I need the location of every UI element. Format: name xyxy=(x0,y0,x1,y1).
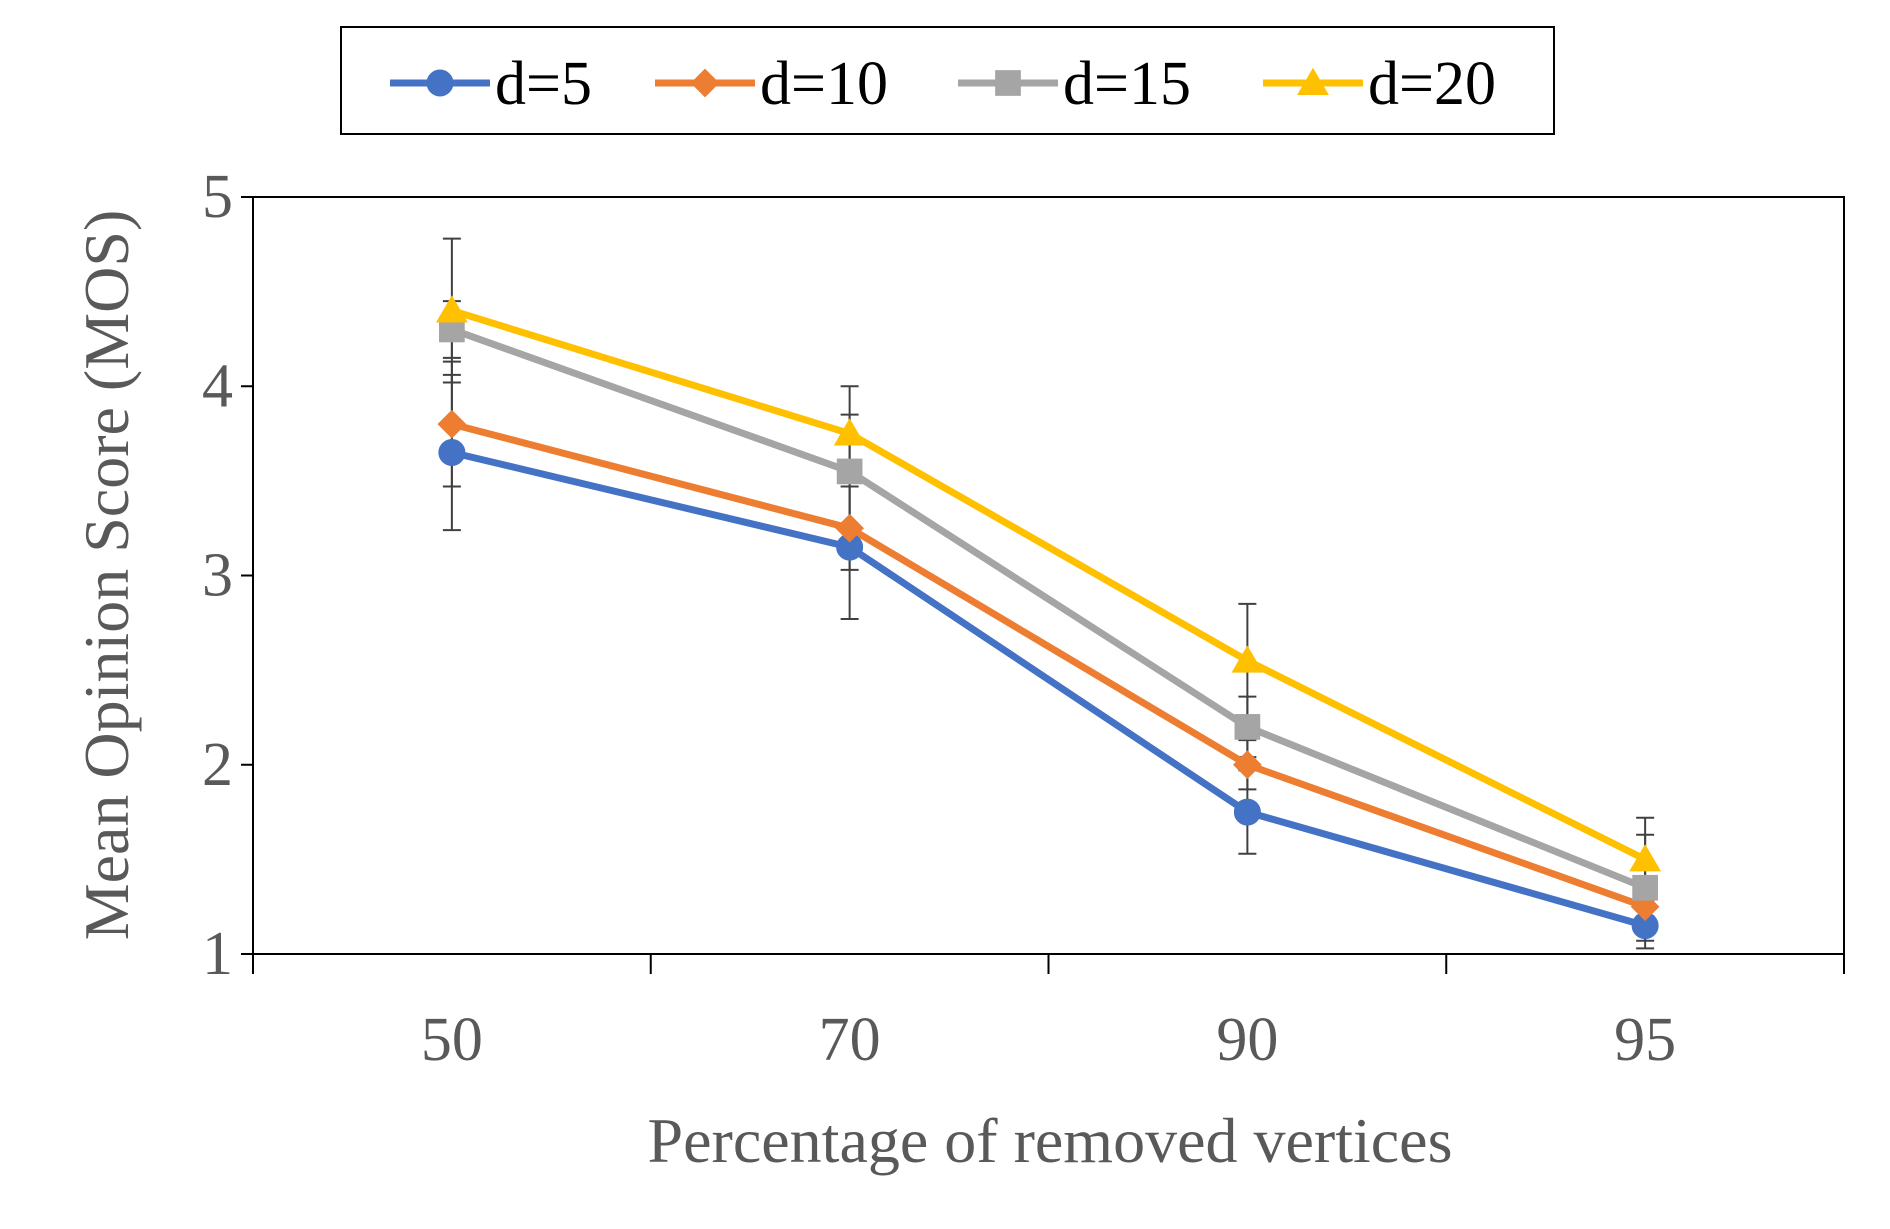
data-point xyxy=(835,513,864,543)
y-tick-label: 2 xyxy=(202,731,233,799)
series-line-d=15 xyxy=(450,326,1647,892)
data-point xyxy=(1234,714,1261,740)
data-point xyxy=(836,458,863,485)
legend-swatch-marker xyxy=(1297,67,1329,95)
x-axis-ticks: 50 70 90 95 xyxy=(252,954,1845,1074)
y-tick-label: 1 xyxy=(202,920,233,988)
series-line-d=5 xyxy=(451,449,1647,929)
y-tick-label: 5 xyxy=(202,163,233,231)
legend-swatch-marker xyxy=(426,69,454,97)
data-point xyxy=(437,409,467,439)
legend-label: d=20 xyxy=(1368,50,1496,118)
x-axis-title: Percentage of removed vertices xyxy=(648,1105,1453,1176)
x-tick-label: 70 xyxy=(819,1006,881,1074)
legend: d=5 d=10 d=15 d=20 xyxy=(340,26,1555,135)
data-point xyxy=(438,438,466,466)
series-line-d=10 xyxy=(450,420,1647,910)
y-axis-title: Mean Opinion Score (MOS) xyxy=(71,210,142,941)
legend-label: d=10 xyxy=(760,50,888,118)
y-tick-label: 4 xyxy=(202,352,233,420)
data-point xyxy=(1629,844,1662,872)
data-point xyxy=(1233,798,1261,826)
series-markers xyxy=(435,295,1662,940)
data-point xyxy=(1233,750,1262,780)
data-point xyxy=(833,418,866,446)
y-tick-label: 3 xyxy=(202,542,233,610)
legend-swatch-marker xyxy=(995,70,1021,96)
data-point xyxy=(1231,645,1264,673)
legend-label: d=5 xyxy=(495,50,592,118)
x-tick-label: 90 xyxy=(1216,1006,1278,1074)
y-axis-ticks: 1 2 3 4 5 xyxy=(202,163,253,988)
series-lines xyxy=(450,307,1647,929)
legend-swatch-marker xyxy=(690,68,720,98)
data-point xyxy=(1632,874,1658,901)
data-point xyxy=(435,295,468,323)
x-tick-label: 50 xyxy=(421,1006,483,1074)
legend-label: d=15 xyxy=(1063,50,1191,118)
x-tick-label: 95 xyxy=(1614,1006,1676,1074)
series-line-d=20 xyxy=(450,307,1647,863)
